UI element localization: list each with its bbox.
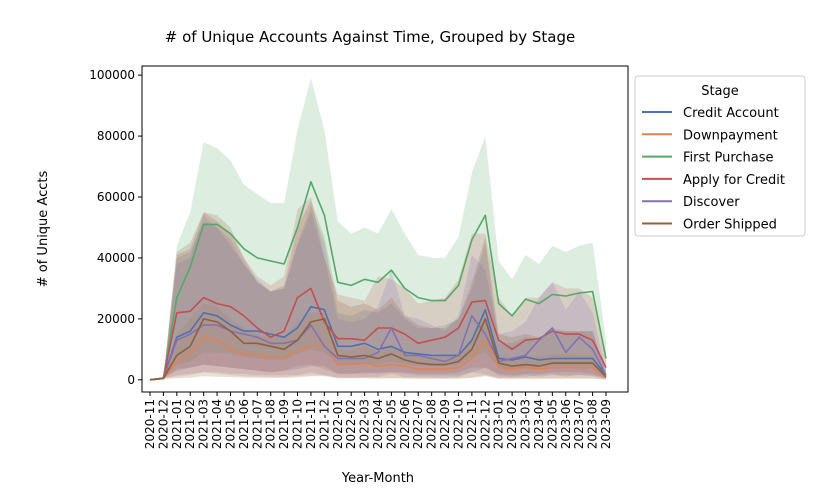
series-lines — [149, 181, 607, 381]
x-tick-label: 2022-07 — [411, 399, 425, 449]
x-tick-label: 2021-03 — [197, 399, 211, 449]
x-tick-label: 2022-01 — [331, 399, 345, 449]
x-tick-label: 2023-06 — [559, 399, 573, 449]
x-tick-label: 2022-02 — [344, 399, 358, 449]
x-tick-label: 2021-02 — [183, 399, 197, 449]
x-tick-label: 2022-09 — [438, 399, 452, 449]
x-tick-label: 2023-09 — [599, 399, 613, 449]
x-tick-label: 2021-07 — [250, 399, 264, 449]
legend-label-discover: Discover — [683, 195, 740, 210]
x-tick-label: 2021-08 — [264, 399, 278, 449]
band-first-purchase — [150, 78, 606, 380]
x-tick-label: 2020-12 — [156, 399, 170, 449]
series-line-discover — [149, 314, 607, 381]
x-tick-label: 2021-11 — [304, 399, 318, 449]
chart-title: # of Unique Accounts Against Time, Group… — [165, 28, 575, 46]
series-line-downpayment — [149, 336, 607, 381]
x-tick-label: 2021-06 — [237, 399, 251, 449]
y-axis-label: # of Unique Accts — [36, 171, 51, 288]
legend: Stage Credit Account Downpayment First Pur… — [634, 75, 806, 237]
y-tick-label: 0 — [127, 373, 135, 387]
x-tick-label: 2023-07 — [572, 399, 586, 449]
legend-label-credit-account: Credit Account — [683, 106, 779, 121]
band-downpayment — [150, 303, 606, 380]
x-tick-label: 2022-10 — [452, 399, 466, 449]
x-tick-label: 2022-05 — [384, 399, 398, 449]
y-tick-label: 20000 — [97, 312, 135, 326]
x-tick-label: 2021-09 — [277, 399, 291, 449]
x-tick-label: 2021-01 — [170, 399, 184, 449]
series-line-credit-account — [149, 305, 607, 381]
band-discover — [150, 212, 606, 380]
x-tick-label: 2023-08 — [586, 399, 600, 449]
x-tick-label: 2023-04 — [532, 399, 546, 449]
x-tick-label: 2023-03 — [519, 399, 533, 449]
x-tick-label: 2023-01 — [492, 399, 506, 449]
legend-title: Stage — [701, 84, 739, 99]
x-tick-label: 2022-03 — [358, 399, 372, 449]
y-axis-ticks: 0 20000 40000 60000 80000 100000 — [89, 68, 142, 387]
x-tick-label: 2022-06 — [398, 399, 412, 449]
legend-label-first-purchase: First Purchase — [683, 151, 774, 166]
x-axis-label: Year-Month — [341, 471, 414, 486]
x-tick-label: 2023-02 — [505, 399, 519, 449]
x-tick-label: 2020-11 — [143, 399, 157, 449]
x-tick-label: 2021-04 — [210, 399, 224, 449]
legend-items: Credit Account Downpayment First Purchase A… — [642, 106, 785, 233]
legend-label-downpayment: Downpayment — [683, 128, 778, 143]
x-tick-label: 2023-05 — [545, 399, 559, 449]
series-line-first-purchase — [149, 181, 607, 381]
y-tick-label: 40000 — [97, 251, 135, 265]
x-tick-label: 2021-05 — [224, 399, 238, 449]
series-line-order-shipped — [149, 318, 607, 381]
x-axis-ticks: 2020-11 2020-12 2021-01 2021-02 2021-03 2021-… — [143, 392, 613, 449]
y-tick-label: 80000 — [97, 129, 135, 143]
y-tick-label: 60000 — [97, 190, 135, 204]
plot-frame — [141, 65, 629, 393]
x-tick-label: 2022-08 — [425, 399, 439, 449]
legend-label-apply-for-credit: Apply for Credit — [683, 173, 785, 188]
series-line-apply-for-credit — [149, 287, 607, 381]
legend-box — [634, 75, 806, 237]
x-tick-label: 2021-10 — [291, 399, 305, 449]
legend-label-order-shipped: Order Shipped — [683, 218, 777, 233]
x-tick-label: 2022-12 — [478, 399, 492, 449]
x-tick-label: 2022-11 — [465, 399, 479, 449]
x-tick-label: 2021-12 — [317, 399, 331, 449]
y-tick-label: 100000 — [89, 68, 135, 82]
confidence-bands — [150, 78, 606, 380]
x-tick-label: 2022-04 — [371, 399, 385, 449]
